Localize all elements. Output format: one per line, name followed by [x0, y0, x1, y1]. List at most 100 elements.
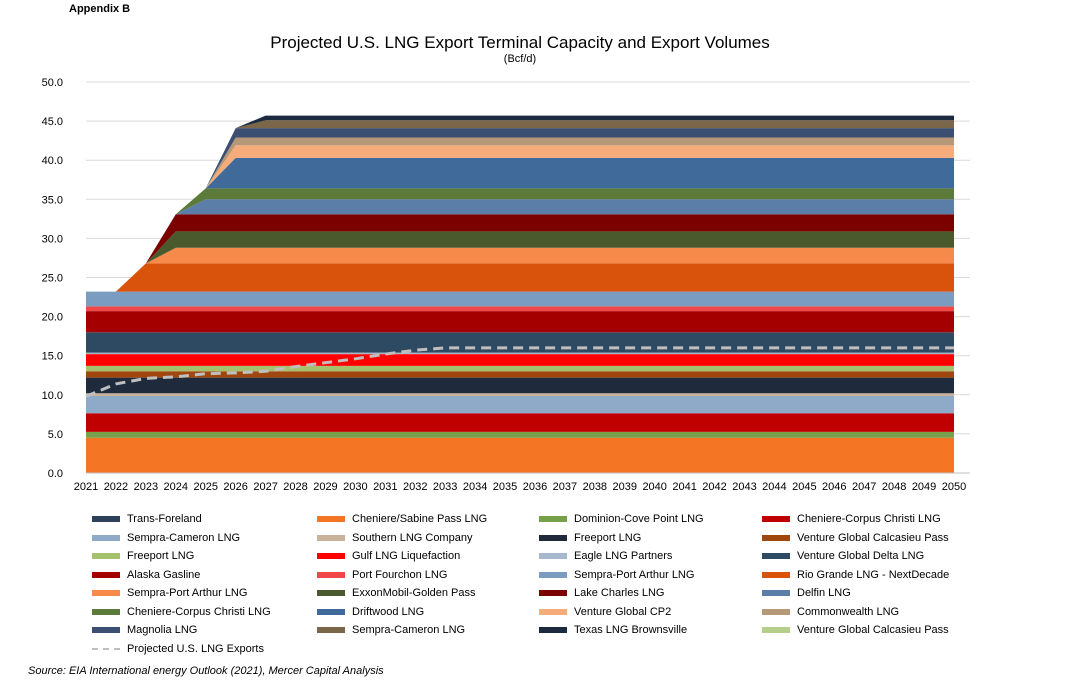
chart-title: Projected U.S. LNG Export Terminal Capac…	[270, 33, 770, 52]
legend-label: Port Fourchon LNG	[352, 568, 448, 581]
legend-swatch	[92, 590, 120, 596]
legend-swatch	[762, 516, 790, 522]
x-tick-label: 2046	[822, 481, 846, 493]
area-series	[175, 188, 955, 215]
legend-swatch	[539, 608, 567, 615]
legend-label: Projected U.S. LNG Exports	[127, 642, 264, 655]
area-series	[205, 157, 954, 189]
x-tick-label: 2034	[463, 481, 487, 493]
legend-label: Venture Global Calcasieu Pass	[797, 531, 949, 544]
legend-label: Sempra-Cameron LNG	[127, 531, 241, 544]
legend-label: Gulf LNG Liquefaction	[352, 550, 461, 562]
legend-label: Rio Grande LNG - NextDecade	[797, 568, 950, 581]
y-tick-label: 10.0	[42, 390, 63, 402]
x-tick-label: 2033	[433, 481, 457, 493]
legend-swatch	[762, 627, 790, 633]
legend-label: Lake Charles LNG	[574, 587, 665, 599]
legend-item: Venture Global Delta LNG	[762, 548, 924, 564]
legend-item: Delfin LNG	[762, 585, 851, 601]
legend-label: Freeport LNG	[574, 531, 642, 544]
x-tick-label: 2040	[642, 481, 666, 493]
x-tick-label: 2035	[493, 481, 517, 493]
x-tick-label: 2026	[223, 481, 247, 493]
legend-swatch	[539, 516, 567, 522]
legend-label: Venture Global Calcasieu Pass	[797, 624, 949, 636]
source-note: Source: EIA International energy Outlook…	[28, 665, 384, 677]
legend-swatch	[539, 553, 567, 559]
area-series	[86, 431, 954, 438]
x-tick-label: 2047	[852, 481, 876, 493]
legend-swatch	[762, 571, 790, 578]
x-tick-label: 2030	[343, 481, 367, 493]
y-tick-label: 50.0	[42, 77, 63, 89]
area-series	[115, 263, 954, 292]
x-tick-label: 2032	[403, 481, 427, 493]
area-series	[86, 365, 954, 372]
legend-swatch	[317, 534, 345, 541]
area-series	[205, 145, 954, 189]
area-series	[86, 413, 954, 432]
x-tick-label: 2028	[283, 481, 307, 493]
area-series	[145, 214, 954, 264]
legend-label: ExxonMobil-Golden Pass	[352, 587, 476, 599]
x-tick-label: 2048	[882, 481, 906, 493]
legend-label: Delfin LNG	[797, 587, 851, 599]
legend-label: Sempra-Cameron LNG	[352, 624, 466, 636]
legend-item: Eagle LNG Partners	[539, 548, 672, 564]
legend-item: Freeport LNG	[539, 530, 641, 546]
area-series	[235, 115, 954, 129]
x-tick-label: 2021	[74, 481, 98, 493]
area-series	[205, 137, 954, 189]
area-series	[145, 231, 954, 264]
legend-label: Venture Global Delta LNG	[797, 550, 925, 562]
legend-item: Dominion-Cove Point LNG	[539, 511, 704, 527]
legend-item: Projected U.S. LNG Exports	[92, 641, 264, 657]
legend-swatch	[762, 590, 790, 596]
area-series	[86, 377, 954, 394]
legend-item: Sempra-Cameron LNG	[317, 622, 465, 638]
legend-swatch	[317, 553, 345, 559]
area-series	[145, 247, 954, 264]
x-tick-label: 2025	[193, 481, 217, 493]
legend-item: Venture Global Calcasieu Pass	[762, 530, 949, 546]
x-tick-label: 2050	[942, 481, 966, 493]
legend-swatch	[539, 534, 567, 541]
legend-swatch	[92, 571, 120, 578]
y-tick-label: 5.0	[48, 429, 63, 441]
legend-label: Southern LNG Company	[352, 531, 473, 544]
legend-swatch	[762, 553, 790, 559]
legend-item: Trans-Foreland	[92, 511, 202, 527]
legend-item: Southern LNG Company	[317, 530, 472, 546]
legend-label: Cheniere/Sabine Pass LNG	[352, 513, 488, 525]
legend-item: Cheniere-Corpus Christi LNG	[92, 604, 271, 620]
exports-line	[85, 346, 954, 398]
legend-label: Dominion-Cove Point LNG	[574, 513, 704, 525]
legend-swatch	[92, 553, 120, 559]
legend-label: Cheniere-Corpus Christi LNG	[127, 605, 271, 618]
y-tick-label: 35.0	[42, 194, 63, 206]
appendix-label: Appendix B	[69, 3, 131, 15]
y-tick-label: 40.0	[42, 155, 63, 167]
area-series	[235, 120, 954, 129]
legend-item: Magnolia LNG	[92, 622, 197, 638]
legend-item: ExxonMobil-Golden Pass	[317, 585, 476, 601]
legend-label: Sempra-Port Arthur LNG	[574, 568, 695, 581]
x-tick-label: 2043	[732, 481, 756, 493]
legend-swatch	[317, 590, 345, 596]
x-tick-label: 2039	[613, 481, 637, 493]
y-tick-label: 30.0	[42, 233, 63, 245]
legend-label: Driftwood LNG	[352, 605, 425, 618]
legend-label: Freeport LNG	[127, 550, 195, 562]
legend-item: Freeport LNG	[92, 548, 194, 564]
x-tick-label: 2038	[583, 481, 607, 493]
legend-swatch	[317, 627, 345, 633]
legend-item: Venture Global CP2	[539, 604, 671, 620]
y-tick-label: 15.0	[42, 351, 63, 363]
x-tick-label: 2023	[134, 481, 158, 493]
area-series	[86, 306, 954, 312]
x-tick-label: 2044	[762, 481, 786, 493]
x-tick-label: 2037	[553, 481, 577, 493]
y-tick-label: 20.0	[42, 312, 63, 324]
x-tick-label: 2042	[702, 481, 726, 493]
area-series	[86, 437, 954, 473]
